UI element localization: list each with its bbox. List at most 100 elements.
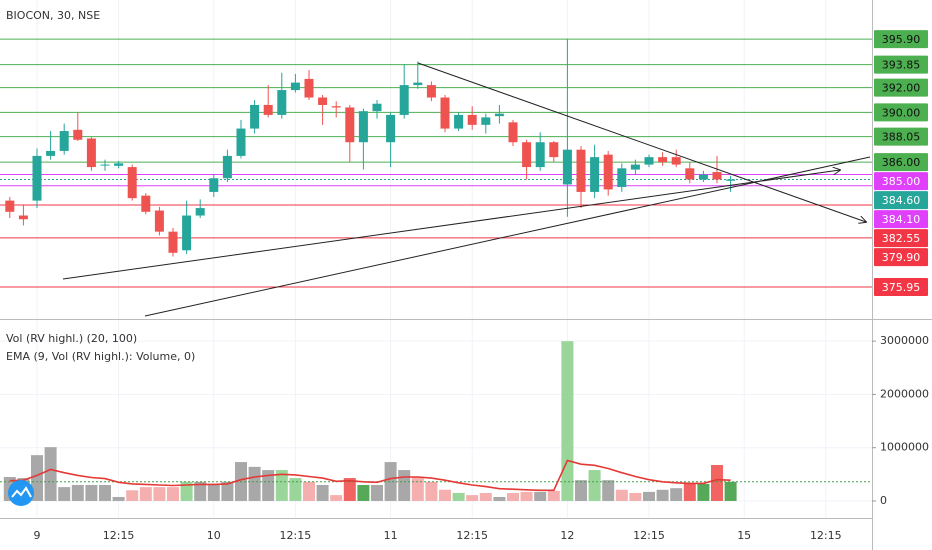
candle-body <box>508 122 518 143</box>
candle-body <box>467 114 477 125</box>
volume-bar <box>262 470 275 501</box>
level-label-box <box>874 78 928 97</box>
volume-bar <box>602 480 615 501</box>
level-label-box <box>874 30 928 49</box>
level-label: 393.85 <box>882 59 921 72</box>
axes: 9 12:15 10 12:15 11 12:15 12 12:15 15 12:15 395.90… <box>34 30 929 542</box>
level-label-box <box>874 191 928 210</box>
volume-bar <box>561 341 574 501</box>
y-tick-label: 0 <box>880 494 887 507</box>
volume-bar <box>248 466 261 501</box>
volume-bar <box>588 470 601 501</box>
candle-body <box>386 114 396 143</box>
volume-bar <box>479 492 492 501</box>
candle-body <box>413 82 423 86</box>
candle-body <box>222 155 232 179</box>
candle-body <box>100 164 110 166</box>
logo <box>8 480 34 506</box>
candle-body <box>549 142 559 158</box>
candle-body <box>18 215 28 220</box>
volume-bar <box>71 484 84 501</box>
ema-line <box>9 459 731 492</box>
volume-bar <box>58 487 71 501</box>
x-tick-label: 15 <box>737 529 751 542</box>
trend-lines <box>62 62 871 317</box>
candle-body <box>290 82 300 91</box>
level-label-box <box>874 248 928 267</box>
candle-body <box>712 172 722 180</box>
volume-bar <box>194 481 207 501</box>
x-tick-label: 12:15 <box>456 529 488 542</box>
candle-body <box>195 208 205 216</box>
y-tick-label: 1000000 <box>880 441 929 454</box>
volume-bar <box>656 489 669 501</box>
volume-bar <box>615 489 628 501</box>
candle-body <box>304 78 314 98</box>
chart-title: BIOCON, 30, NSE <box>6 9 100 22</box>
volume-pane <box>0 341 872 501</box>
candle-body <box>5 200 15 212</box>
volume-bar <box>343 478 356 501</box>
levels <box>0 38 872 288</box>
level-label-box <box>874 127 928 146</box>
candle-body <box>426 85 436 98</box>
candle-body <box>331 106 341 108</box>
candle-body <box>698 174 708 180</box>
volume-bar <box>452 492 465 501</box>
candle-body <box>154 210 164 232</box>
candle-body <box>454 114 464 129</box>
volume-bar <box>139 487 152 501</box>
volume-bar <box>683 483 696 501</box>
level-label-box <box>874 103 928 122</box>
volume-bar <box>575 480 587 501</box>
candle-body <box>141 195 151 212</box>
trend-line <box>144 156 871 317</box>
volume-bar <box>221 481 234 501</box>
volume-bar <box>303 481 315 501</box>
volume-bar <box>439 489 451 501</box>
x-tick-label: 12:15 <box>633 529 665 542</box>
volume-bar <box>697 483 710 501</box>
volume-bar <box>411 476 424 501</box>
volume-bar <box>180 481 193 501</box>
volume-bar <box>31 455 43 501</box>
volume-bar <box>643 491 655 501</box>
candle-body <box>263 104 273 115</box>
volume-bar <box>520 491 533 501</box>
level-label: 382.55 <box>882 232 921 245</box>
trend-line <box>62 170 840 280</box>
level-label: 384.60 <box>882 194 921 207</box>
level-label: 385.00 <box>882 175 921 188</box>
candle-body <box>168 231 178 253</box>
volume-bar <box>44 447 57 501</box>
volume-bar <box>398 470 411 501</box>
candle-body <box>685 168 695 180</box>
candle-body <box>114 163 124 166</box>
candle-body <box>32 155 42 201</box>
volume-bar <box>153 487 166 501</box>
candle-body <box>127 167 137 199</box>
volume-bar <box>371 484 383 501</box>
x-tick-label: 12:15 <box>280 529 312 542</box>
level-label: 386.00 <box>882 156 921 169</box>
candle-body <box>617 168 627 187</box>
volume-bar <box>85 484 98 501</box>
volume-bar <box>507 492 519 501</box>
volume-bar <box>711 465 723 501</box>
logo-circle <box>8 480 34 506</box>
level-label: 390.00 <box>882 106 921 119</box>
volume-bar <box>466 495 479 501</box>
volume-bar <box>289 478 302 501</box>
volume-bar <box>670 488 683 501</box>
candle-body <box>46 150 56 156</box>
volume-bar <box>330 495 343 501</box>
volume-bar <box>207 484 220 501</box>
volume-bar <box>357 484 370 501</box>
candle-body <box>671 157 681 165</box>
candle-body <box>59 131 69 151</box>
volume-bar <box>534 491 547 501</box>
level-label-box <box>874 229 928 248</box>
candle-body <box>590 157 600 192</box>
